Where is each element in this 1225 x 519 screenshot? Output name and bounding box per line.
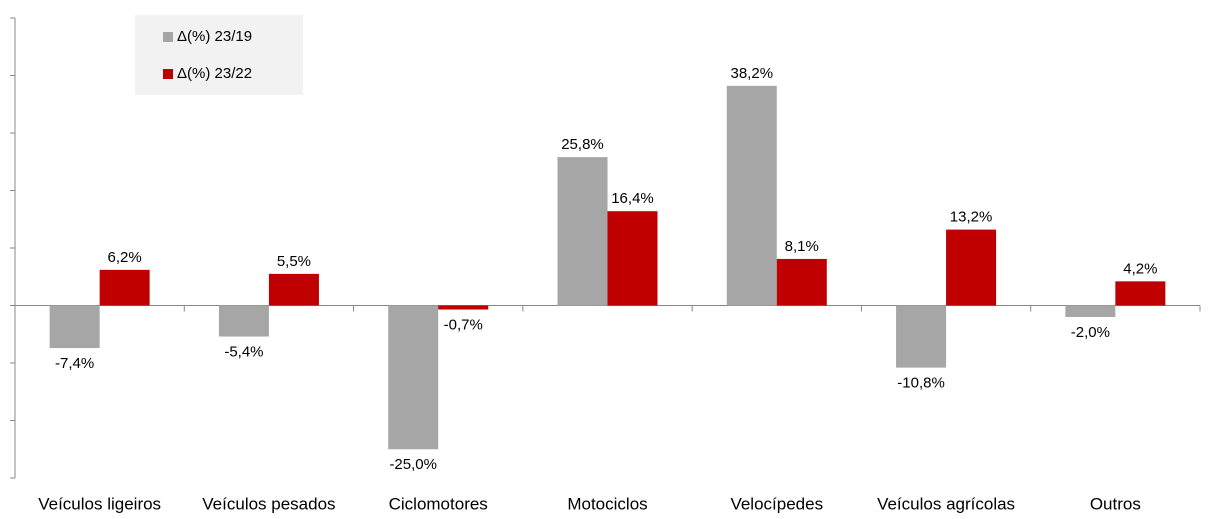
bar <box>776 258 827 306</box>
x-tick-label: Motociclos <box>567 494 647 513</box>
bar <box>49 305 100 349</box>
x-tick-label: Veículos ligeiros <box>38 494 161 513</box>
value-label: 8,1% <box>785 238 819 255</box>
bar <box>1065 305 1116 317</box>
bar <box>557 157 608 306</box>
x-tick-label: Velocípedes <box>730 494 823 513</box>
value-label: -2,0% <box>1071 324 1110 341</box>
value-label: 6,2% <box>108 249 142 266</box>
value-label: 5,5% <box>277 253 311 270</box>
bar <box>607 211 658 306</box>
bar <box>218 305 269 337</box>
value-label: -5,4% <box>224 344 263 361</box>
value-label: 13,2% <box>950 209 993 226</box>
value-label: 16,4% <box>611 190 654 207</box>
x-tick-label: Ciclomotores <box>389 494 488 513</box>
x-tick-label: Outros <box>1090 494 1141 513</box>
value-label: -10,8% <box>897 375 945 392</box>
bar <box>388 305 439 450</box>
value-label: 38,2% <box>731 65 774 82</box>
bar <box>99 269 150 306</box>
value-label: -7,4% <box>55 355 94 372</box>
value-label: 25,8% <box>561 136 604 153</box>
bar <box>726 85 777 306</box>
legend-swatch <box>163 69 173 79</box>
legend-label: Δ(%) 23/22 <box>177 65 252 82</box>
bar <box>268 273 319 306</box>
legend-label: Δ(%) 23/19 <box>177 28 252 45</box>
bar <box>438 305 489 310</box>
value-label: 4,2% <box>1123 260 1157 277</box>
x-tick-label: Veículos agrícolas <box>877 494 1015 513</box>
legend-box <box>135 15 303 95</box>
value-label: -25,0% <box>389 456 437 473</box>
value-label: -0,7% <box>444 316 483 333</box>
bar <box>946 229 997 306</box>
bar <box>1115 281 1166 306</box>
x-tick-label: Veículos pesados <box>202 494 335 513</box>
bar <box>896 305 947 368</box>
legend-swatch <box>163 32 173 42</box>
